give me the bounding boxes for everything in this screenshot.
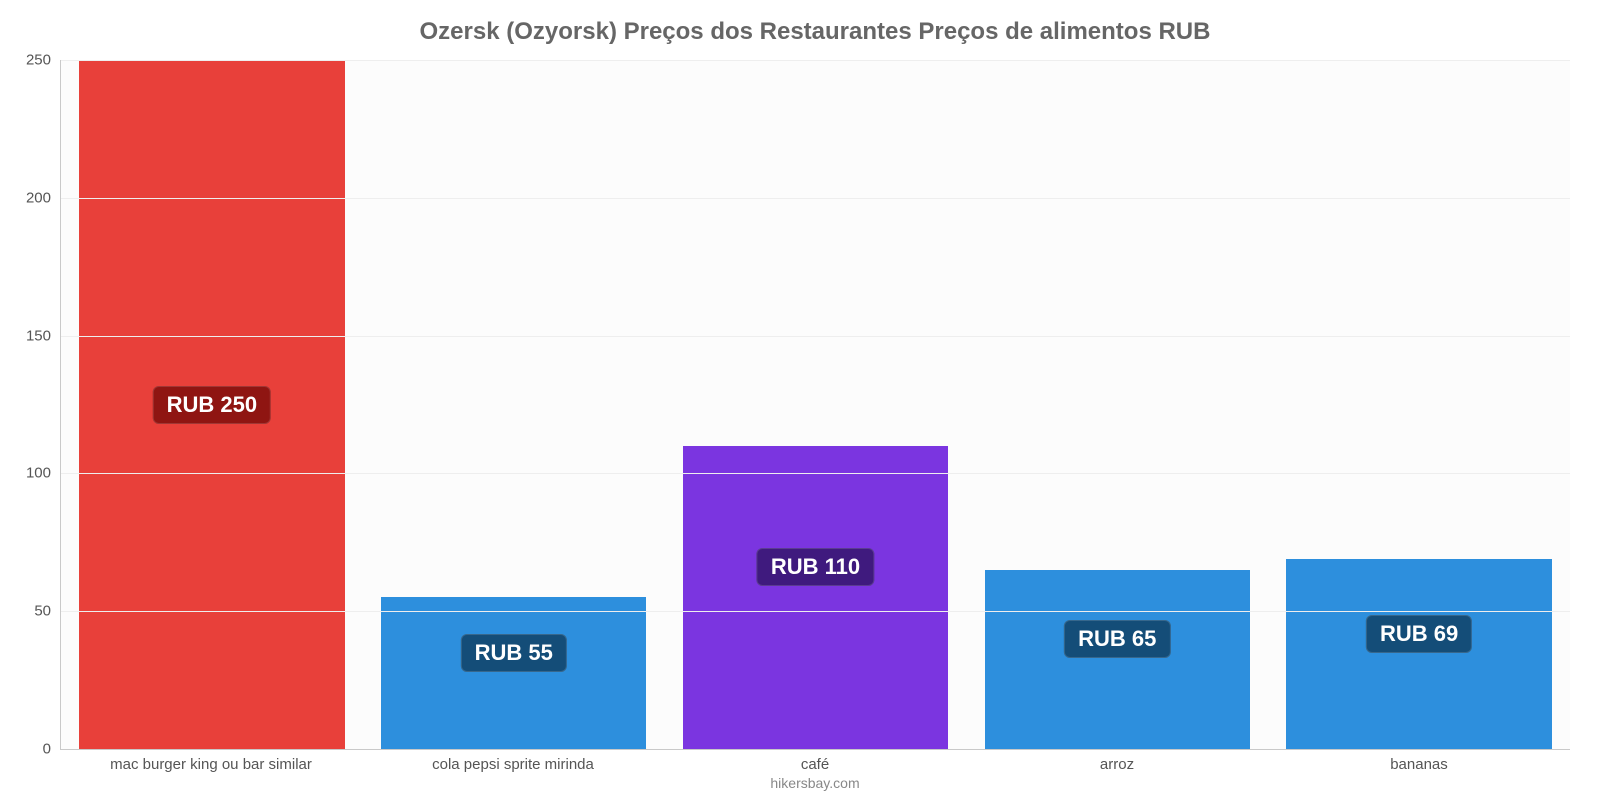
y-tick-label: 50 [34, 603, 51, 620]
chart-title: Ozersk (Ozyorsk) Preços dos Restaurantes… [60, 10, 1570, 60]
bar-value-label: RUB 110 [757, 548, 874, 586]
chart-footer: hikersbay.com [60, 775, 1570, 791]
x-tick-label: arroz [966, 756, 1268, 773]
gridline [61, 473, 1570, 474]
bar: RUB 55 [381, 597, 647, 749]
bar: RUB 250 [79, 60, 345, 749]
bar-value-label: RUB 250 [153, 386, 271, 424]
bar-slot: RUB 55 [363, 60, 665, 749]
y-tick-label: 100 [26, 465, 51, 482]
y-tick-label: 250 [26, 52, 51, 69]
x-tick-label: bananas [1268, 756, 1570, 773]
bar-value-label: RUB 65 [1064, 620, 1170, 658]
y-tick-label: 150 [26, 327, 51, 344]
x-tick-label: mac burger king ou bar similar [60, 756, 362, 773]
y-tick-label: 0 [43, 741, 51, 758]
bar-slot: RUB 69 [1268, 60, 1570, 749]
bar: RUB 69 [1286, 559, 1552, 749]
gridline [61, 611, 1570, 612]
bar-slot: RUB 250 [61, 60, 363, 749]
x-tick-label: cola pepsi sprite mirinda [362, 756, 664, 773]
gridline [61, 336, 1570, 337]
plot-area: RUB 250RUB 55RUB 110RUB 65RUB 69 0501001… [60, 60, 1570, 750]
bar: RUB 65 [985, 570, 1251, 749]
x-tick-label: café [664, 756, 966, 773]
bar-slot: RUB 65 [966, 60, 1268, 749]
bars-container: RUB 250 RUB 55 RUB 110 RUB 65 RUB 69 [61, 60, 1570, 749]
bar: RUB 110 [683, 446, 949, 749]
bar-value-label: RUB 69 [1366, 615, 1472, 653]
gridline [61, 60, 1570, 61]
bar-slot: RUB 110 [665, 60, 967, 749]
y-tick-label: 200 [26, 189, 51, 206]
x-axis-labels: mac burger king ou bar similarcola pepsi… [60, 756, 1570, 773]
bar-chart: Ozersk (Ozyorsk) Preços dos Restaurantes… [0, 0, 1600, 800]
bar-value-label: RUB 55 [461, 634, 567, 672]
gridline [61, 198, 1570, 199]
